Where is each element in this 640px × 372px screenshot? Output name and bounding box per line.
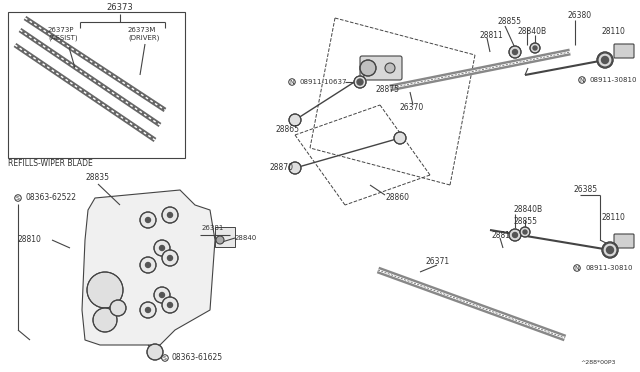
Text: S: S <box>163 356 167 360</box>
Text: 28110: 28110 <box>602 28 626 36</box>
Text: 26373: 26373 <box>107 3 133 13</box>
Circle shape <box>147 344 163 360</box>
FancyBboxPatch shape <box>360 56 402 80</box>
Text: 28855: 28855 <box>498 17 522 26</box>
Text: 26371: 26371 <box>425 257 449 266</box>
Text: 28811: 28811 <box>480 31 504 39</box>
Text: N: N <box>290 80 294 84</box>
Text: REFILLS-WIPER BLADE: REFILLS-WIPER BLADE <box>8 158 93 167</box>
Circle shape <box>145 263 150 267</box>
Circle shape <box>289 114 301 126</box>
Circle shape <box>530 43 540 53</box>
Text: 28110: 28110 <box>602 214 626 222</box>
Text: 26381: 26381 <box>202 225 225 231</box>
Text: 28835: 28835 <box>85 173 109 183</box>
Circle shape <box>603 243 617 257</box>
Circle shape <box>602 57 609 64</box>
Text: 26370: 26370 <box>400 103 424 112</box>
Circle shape <box>602 242 618 258</box>
Text: N: N <box>580 77 584 83</box>
Circle shape <box>159 246 164 250</box>
Circle shape <box>145 308 150 312</box>
Circle shape <box>162 297 178 313</box>
Circle shape <box>513 232 518 237</box>
Circle shape <box>162 250 178 266</box>
FancyBboxPatch shape <box>614 234 634 248</box>
Text: 28810: 28810 <box>18 235 42 244</box>
Circle shape <box>607 247 614 253</box>
Bar <box>215 227 235 247</box>
Text: 08911-30810: 08911-30810 <box>590 77 637 83</box>
Circle shape <box>513 49 518 55</box>
Text: (ASSIST): (ASSIST) <box>48 35 77 41</box>
Text: 26380: 26380 <box>568 10 592 19</box>
Text: 08911-10637: 08911-10637 <box>300 79 348 85</box>
Text: 28870: 28870 <box>270 164 294 173</box>
FancyBboxPatch shape <box>614 44 634 58</box>
Circle shape <box>140 302 156 318</box>
Circle shape <box>289 162 301 174</box>
Text: 08911-30810: 08911-30810 <box>585 265 632 271</box>
Circle shape <box>168 212 173 218</box>
Circle shape <box>385 63 395 73</box>
Text: ^288*00P3: ^288*00P3 <box>580 359 616 365</box>
Polygon shape <box>82 190 215 345</box>
Circle shape <box>159 292 164 298</box>
Text: 28875: 28875 <box>375 86 399 94</box>
Text: 28865: 28865 <box>275 125 299 135</box>
Circle shape <box>168 302 173 308</box>
Circle shape <box>154 287 170 303</box>
Circle shape <box>509 229 521 241</box>
Circle shape <box>216 236 224 244</box>
Text: S: S <box>16 196 20 201</box>
Circle shape <box>394 132 406 144</box>
Circle shape <box>93 308 117 332</box>
Circle shape <box>110 300 126 316</box>
Text: 26373P: 26373P <box>48 27 74 33</box>
Circle shape <box>87 272 123 308</box>
Text: (DRIVER): (DRIVER) <box>128 35 159 41</box>
Text: N: N <box>575 266 579 270</box>
Text: 28860: 28860 <box>385 193 409 202</box>
Text: 28840B: 28840B <box>518 28 547 36</box>
Circle shape <box>140 212 156 228</box>
Circle shape <box>140 257 156 273</box>
Circle shape <box>354 76 366 88</box>
Text: 26385: 26385 <box>573 186 597 195</box>
Text: 08363-61625: 08363-61625 <box>172 353 223 362</box>
Circle shape <box>509 46 521 58</box>
Circle shape <box>162 207 178 223</box>
Bar <box>8 12 185 158</box>
Text: 28840B: 28840B <box>513 205 542 215</box>
Text: 28811: 28811 <box>492 231 516 240</box>
Circle shape <box>168 256 173 260</box>
Text: 28840: 28840 <box>235 235 257 241</box>
Text: 28855: 28855 <box>513 218 537 227</box>
Circle shape <box>360 60 376 76</box>
Circle shape <box>520 227 530 237</box>
Circle shape <box>533 46 537 50</box>
Text: 08363-62522: 08363-62522 <box>26 193 77 202</box>
Circle shape <box>598 53 612 67</box>
Circle shape <box>145 218 150 222</box>
Circle shape <box>597 52 613 68</box>
Circle shape <box>154 240 170 256</box>
Circle shape <box>357 79 363 85</box>
Text: 26373M: 26373M <box>128 27 156 33</box>
Circle shape <box>523 230 527 234</box>
